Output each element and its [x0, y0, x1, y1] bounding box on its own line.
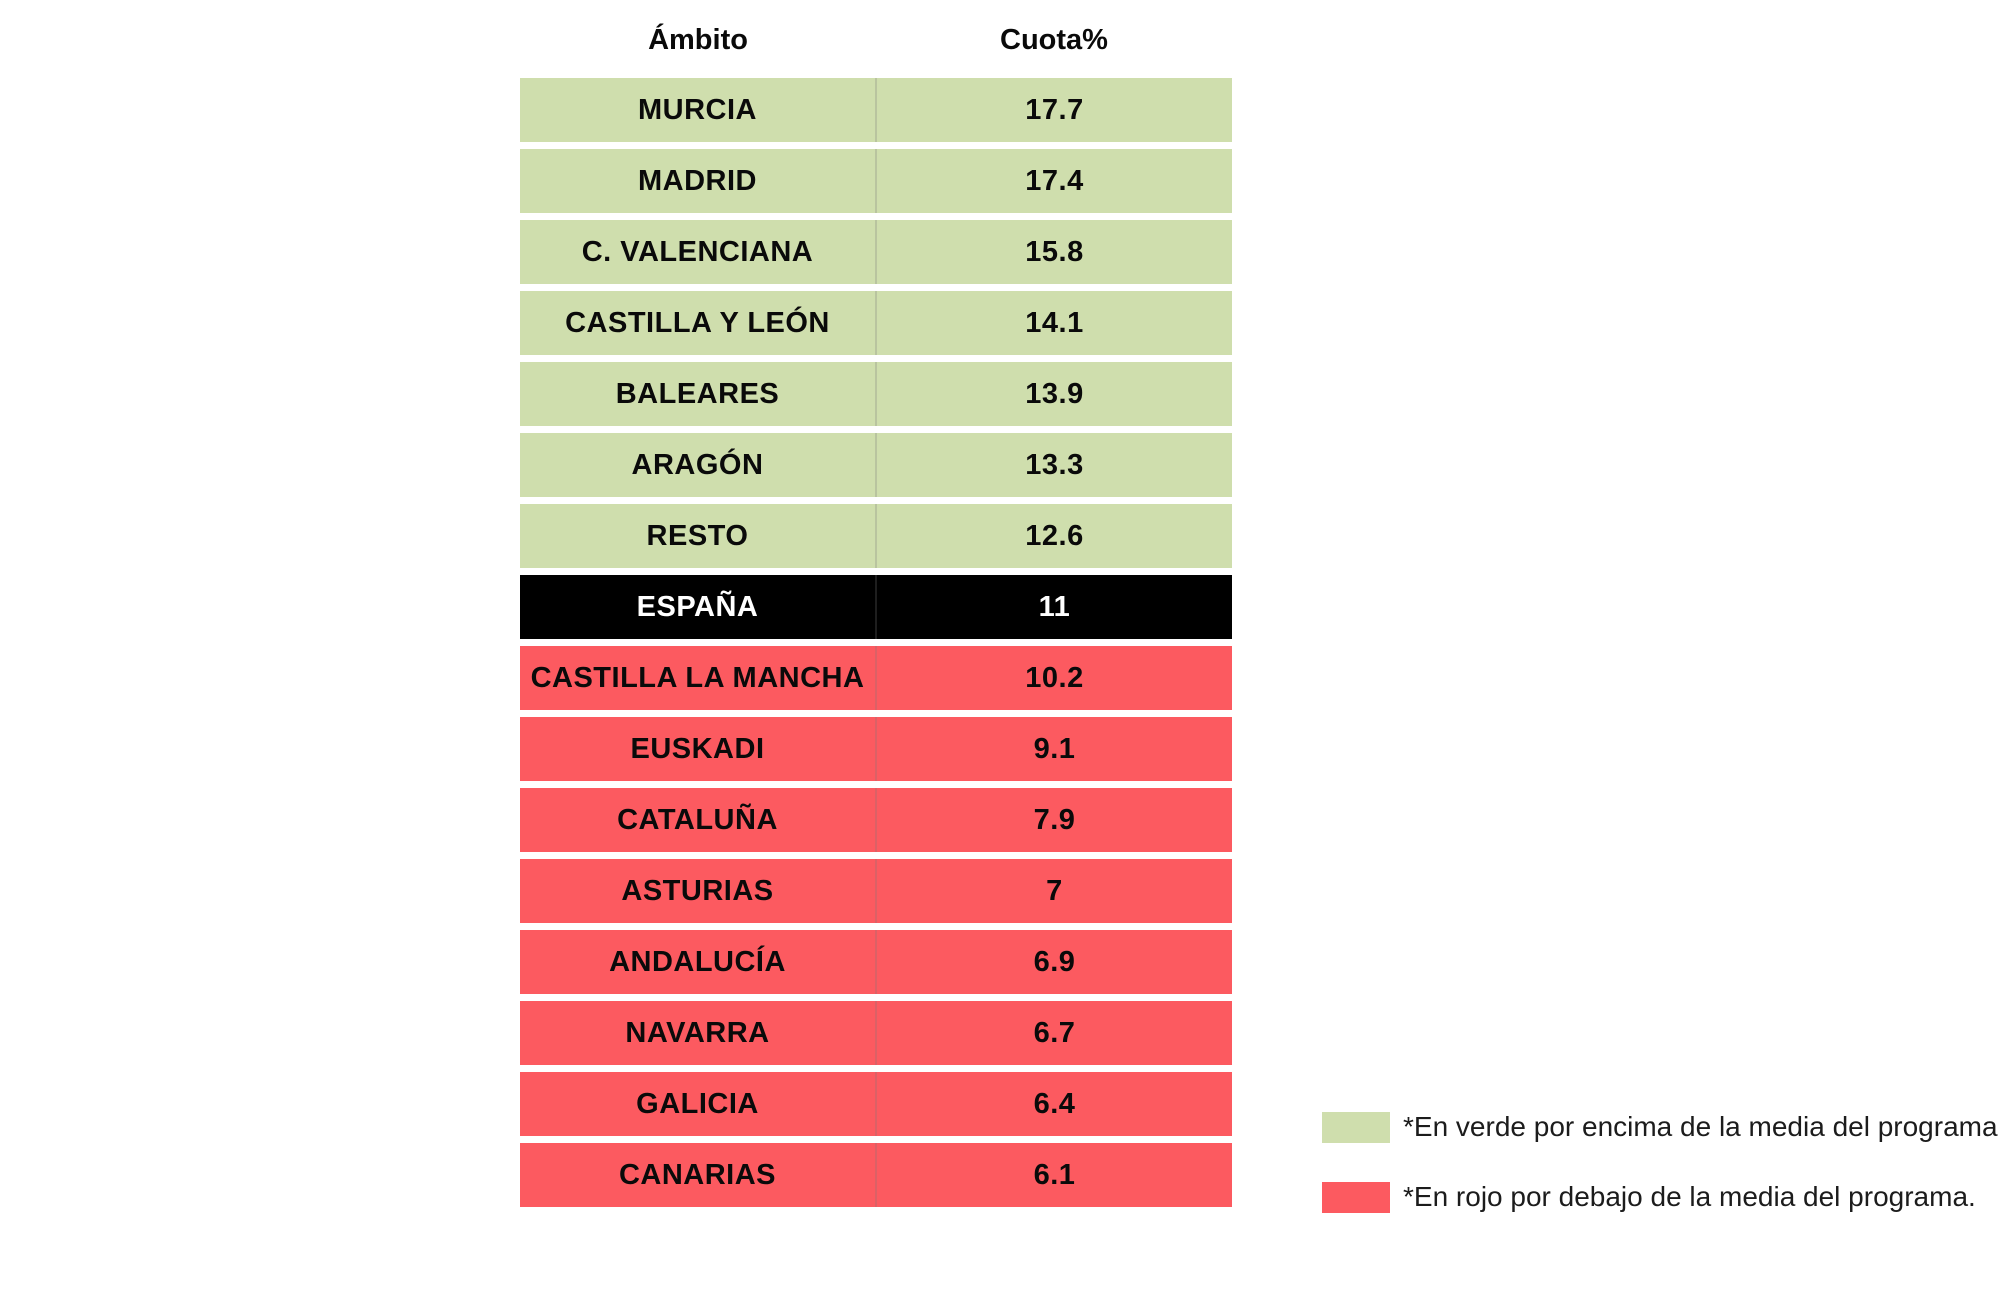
region-cell: GALICIA	[520, 1072, 877, 1136]
value-cell: 13.9	[877, 362, 1232, 426]
column-header-ambito: Ámbito	[648, 23, 748, 56]
table-row: ESPAÑA 11	[520, 575, 1232, 639]
share-table: Ámbito Cuota% MURCIA 17.7 MADRID 17.4 C. VAL…	[520, 12, 1232, 1214]
region-cell: MURCIA	[520, 78, 877, 142]
table-row: CASTILLA Y LEÓN 14.1	[520, 291, 1232, 355]
green-swatch	[1322, 1111, 1390, 1143]
value-cell: 9.1	[877, 717, 1232, 781]
table-row: BALEARES 13.9	[520, 362, 1232, 426]
legend-item-below: *En rojo por debajo de la media del prog…	[1322, 1181, 2000, 1213]
table-row: CATALUÑA 7.9	[520, 788, 1232, 852]
region-cell: CANARIAS	[520, 1143, 877, 1207]
column-header-cuota: Cuota%	[1000, 23, 1108, 56]
legend-above-text: *En verde por encima de la media del pro…	[1403, 1111, 2000, 1142]
value-cell: 11	[877, 575, 1232, 639]
value-cell: 6.4	[877, 1072, 1232, 1136]
red-swatch	[1322, 1181, 1390, 1213]
table-row: CANARIAS 6.1	[520, 1143, 1232, 1207]
region-cell: NAVARRA	[520, 1001, 877, 1065]
legend-item-above: *En verde por encima de la media del pro…	[1322, 1111, 2000, 1143]
table-row: ARAGÓN 13.3	[520, 433, 1232, 497]
table-row: C. VALENCIANA 15.8	[520, 220, 1232, 284]
value-cell: 17.7	[877, 78, 1232, 142]
value-cell: 13.3	[877, 433, 1232, 497]
value-cell: 6.7	[877, 1001, 1232, 1065]
region-cell: BALEARES	[520, 362, 877, 426]
table-row: GALICIA 6.4	[520, 1072, 1232, 1136]
value-cell: 6.9	[877, 930, 1232, 994]
table-row: ANDALUCÍA 6.9	[520, 930, 1232, 994]
region-cell: CASTILLA LA MANCHA	[520, 646, 877, 710]
region-cell: MADRID	[520, 149, 877, 213]
region-cell: CASTILLA Y LEÓN	[520, 291, 877, 355]
legend: *En verde por encima de la media del pro…	[1322, 1111, 2000, 1251]
table-row: MADRID 17.4	[520, 149, 1232, 213]
region-cell: ESPAÑA	[520, 575, 877, 639]
table-header-row: Ámbito Cuota%	[520, 12, 1232, 68]
region-cell: C. VALENCIANA	[520, 220, 877, 284]
table-row: RESTO 12.6	[520, 504, 1232, 568]
region-cell: CATALUÑA	[520, 788, 877, 852]
legend-below-text: *En rojo por debajo de la media del prog…	[1403, 1181, 1976, 1212]
value-cell: 10.2	[877, 646, 1232, 710]
table-row: NAVARRA 6.7	[520, 1001, 1232, 1065]
region-cell: ANDALUCÍA	[520, 930, 877, 994]
region-cell: EUSKADI	[520, 717, 877, 781]
region-cell: RESTO	[520, 504, 877, 568]
value-cell: 15.8	[877, 220, 1232, 284]
value-cell: 6.1	[877, 1143, 1232, 1207]
value-cell: 12.6	[877, 504, 1232, 568]
table-row: CASTILLA LA MANCHA 10.2	[520, 646, 1232, 710]
table-row: MURCIA 17.7	[520, 78, 1232, 142]
value-cell: 14.1	[877, 291, 1232, 355]
region-cell: ARAGÓN	[520, 433, 877, 497]
value-cell: 7	[877, 859, 1232, 923]
region-cell: ASTURIAS	[520, 859, 877, 923]
table-row: ASTURIAS 7	[520, 859, 1232, 923]
value-cell: 7.9	[877, 788, 1232, 852]
table-body: MURCIA 17.7 MADRID 17.4 C. VALENCIANA 15.8 CAS…	[520, 78, 1232, 1207]
value-cell: 17.4	[877, 149, 1232, 213]
table-row: EUSKADI 9.1	[520, 717, 1232, 781]
